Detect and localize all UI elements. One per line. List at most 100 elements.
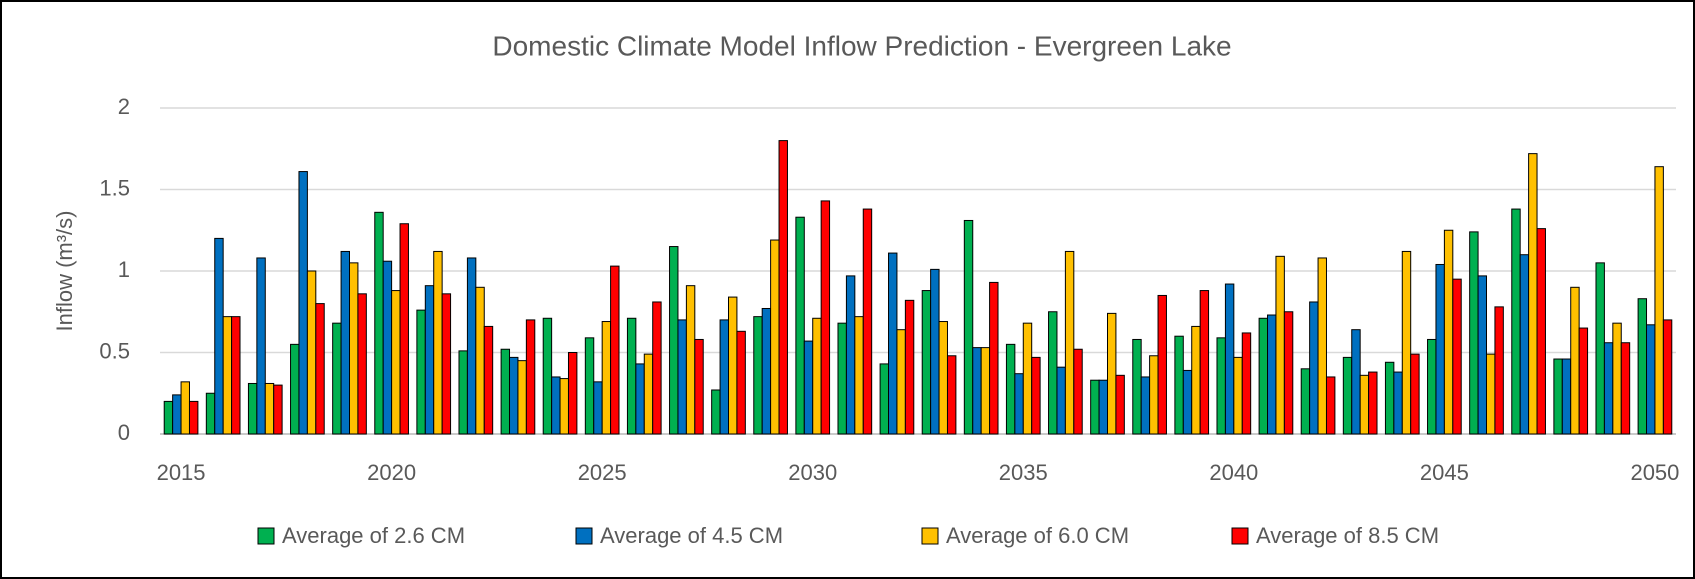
bar <box>1561 358 1572 435</box>
bar <box>1511 208 1521 435</box>
x-tick-label: 2035 <box>999 460 1048 485</box>
bar <box>845 275 856 435</box>
bar <box>1174 335 1184 435</box>
bar <box>888 252 898 435</box>
bar <box>1435 263 1445 435</box>
bar <box>626 317 637 435</box>
bar <box>542 317 553 435</box>
bar <box>517 360 527 435</box>
bar <box>1654 166 1664 435</box>
legend-marker <box>575 527 593 545</box>
bar <box>172 394 182 435</box>
bar <box>601 321 612 435</box>
bar <box>231 316 241 435</box>
bar <box>989 281 999 435</box>
bar <box>1553 358 1563 435</box>
bar <box>525 319 536 435</box>
legend-marker <box>1231 527 1249 545</box>
bar <box>946 355 957 435</box>
bar <box>778 140 788 435</box>
bar <box>1427 338 1437 435</box>
y-tick-label: 1 <box>118 257 130 282</box>
bar <box>399 223 409 435</box>
bar <box>1107 312 1117 435</box>
bar <box>677 319 687 435</box>
bar <box>1140 376 1151 435</box>
bar <box>879 363 890 435</box>
bar <box>963 219 974 435</box>
bar <box>188 400 199 435</box>
bar <box>1090 379 1100 435</box>
bar <box>500 348 511 435</box>
bar <box>264 382 275 435</box>
bar <box>205 392 216 435</box>
bar <box>584 337 595 435</box>
bar <box>1452 278 1462 435</box>
bar <box>1401 250 1412 435</box>
bar <box>424 285 435 435</box>
bar <box>306 270 317 435</box>
bar <box>1528 153 1538 435</box>
bar <box>1519 254 1530 435</box>
bar <box>1132 338 1142 435</box>
x-tick-label: 2050 <box>1630 460 1679 485</box>
bar <box>256 257 266 435</box>
bar <box>1048 311 1058 435</box>
bar <box>475 286 485 435</box>
bar <box>1241 332 1252 435</box>
bar <box>214 237 224 435</box>
bar <box>652 301 662 435</box>
bar <box>972 347 982 435</box>
bar <box>340 250 351 435</box>
bar <box>1570 286 1580 435</box>
x-tick-label: 2030 <box>788 460 837 485</box>
bar <box>635 363 645 435</box>
bar <box>1620 342 1631 435</box>
bar <box>1191 325 1201 435</box>
bar <box>1005 343 1016 435</box>
legend-label: Average of 8.5 CM <box>1256 523 1439 548</box>
bar <box>1351 329 1361 435</box>
bar <box>1393 371 1403 435</box>
bar <box>509 356 519 435</box>
bar <box>669 246 679 435</box>
bar <box>1233 356 1243 435</box>
bar <box>332 322 342 435</box>
bar <box>441 293 452 435</box>
bar <box>1359 374 1370 435</box>
bar <box>416 309 426 435</box>
x-tick-label: 2025 <box>578 460 627 485</box>
bar <box>315 303 325 435</box>
bar <box>1443 229 1454 435</box>
bar <box>837 322 847 435</box>
bar <box>643 353 654 435</box>
bar <box>1022 322 1033 435</box>
bar <box>1486 353 1496 435</box>
bar <box>1637 298 1648 435</box>
bar <box>930 268 940 435</box>
bar <box>1267 314 1277 435</box>
bar <box>349 262 359 435</box>
bar <box>1199 290 1210 435</box>
y-tick-label: 0.5 <box>99 338 130 363</box>
bar <box>247 382 258 435</box>
bar <box>1224 283 1235 435</box>
bar <box>728 296 738 435</box>
bar <box>1275 255 1285 435</box>
y-tick-label: 0 <box>118 420 130 445</box>
bar <box>1073 348 1083 435</box>
bar <box>357 293 367 435</box>
bar <box>1157 294 1167 435</box>
legend-label: Average of 2.6 CM <box>282 523 465 548</box>
y-axis-label: Inflow (m³/s) <box>52 211 77 332</box>
x-tick-label: 2040 <box>1209 460 1258 485</box>
bar <box>1342 356 1353 435</box>
bar <box>1216 337 1226 435</box>
bar <box>1384 361 1395 435</box>
bar <box>298 171 308 435</box>
bar <box>483 325 494 435</box>
bar <box>719 319 729 435</box>
bar <box>1258 317 1269 435</box>
bar <box>1056 366 1066 435</box>
bar <box>1149 355 1159 435</box>
